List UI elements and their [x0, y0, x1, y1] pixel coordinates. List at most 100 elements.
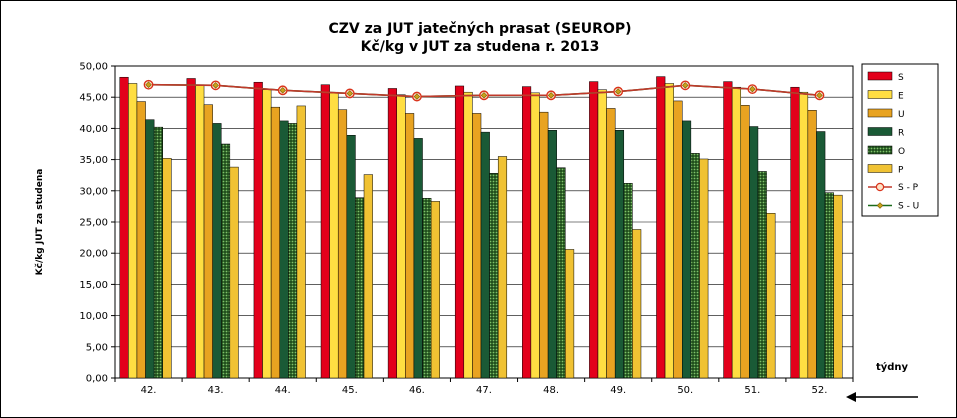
y-tick-label: 10,00	[79, 311, 108, 322]
x-tick-label: 46.	[409, 385, 425, 396]
legend-marker-circle	[875, 182, 885, 192]
bar-e	[329, 91, 339, 379]
legend-label: S - P	[898, 183, 919, 193]
bar-r	[212, 123, 222, 379]
legend-label: S - U	[898, 202, 919, 212]
bar-e	[530, 92, 540, 379]
bar-p	[833, 194, 843, 379]
legend-swatch-p	[867, 164, 893, 173]
bar-e	[195, 84, 205, 379]
bar-r	[682, 120, 692, 379]
bar-u	[136, 101, 146, 379]
bar-p	[699, 158, 709, 379]
bar-r	[816, 131, 826, 379]
y-tick-label: 0,00	[86, 374, 108, 385]
legend-swatch-s	[867, 71, 893, 81]
bar-s	[387, 88, 397, 379]
x-tick-label: 42.	[141, 385, 157, 396]
legend-label: S	[898, 73, 904, 83]
bar-e	[731, 86, 742, 379]
point-s-u	[547, 92, 555, 99]
bar-o	[824, 192, 834, 379]
bar-r	[279, 120, 289, 379]
legend-swatch-r	[867, 127, 893, 136]
y-tick-label: 20,00	[79, 249, 108, 260]
legend-label: P	[898, 166, 904, 176]
y-tick-label: 35,00	[79, 155, 108, 166]
chart-title: CZV za JUT jatečných prasat (SEUROP)	[328, 21, 631, 37]
point-s-u	[346, 90, 354, 97]
bar-u	[539, 111, 549, 379]
bar-u	[740, 105, 750, 379]
bar-p	[296, 105, 306, 379]
bar-s	[790, 86, 800, 379]
bar-p	[565, 249, 575, 379]
y-tick-label: 45,00	[79, 93, 108, 104]
bar-o	[288, 123, 298, 379]
bar-e	[799, 91, 809, 379]
x-tick-label: 47.	[476, 385, 492, 396]
bar-e	[463, 91, 473, 379]
point-s-u	[749, 85, 756, 93]
y-tick-label: 15,00	[79, 280, 108, 291]
x-tick-label: 52.	[812, 385, 828, 396]
bar-p	[363, 174, 373, 379]
bar-u	[807, 110, 817, 379]
legend-swatch-u	[867, 108, 893, 118]
x-tick-label: 45.	[342, 385, 358, 396]
bar-r	[614, 130, 625, 379]
point-s-u	[212, 82, 219, 89]
bar-s	[723, 81, 733, 379]
x-tick-label: 49.	[610, 385, 626, 396]
bar-o	[757, 171, 767, 379]
legend	[861, 63, 939, 217]
bar-s	[186, 78, 196, 379]
bar-u	[673, 100, 683, 379]
point-s-u	[279, 87, 286, 94]
x-tick-label: 48.	[543, 385, 559, 396]
legend-swatch-e	[867, 90, 893, 99]
bar-r	[413, 138, 423, 379]
bar-e	[128, 83, 138, 379]
bar-p	[497, 156, 508, 379]
bar-p	[162, 158, 172, 379]
bar-o	[220, 143, 231, 379]
bar-s	[119, 76, 129, 379]
bar-p	[229, 166, 239, 379]
bar-o	[153, 126, 163, 379]
legend-label: U	[898, 110, 905, 120]
bar-s	[656, 76, 666, 379]
point-s-u	[480, 92, 488, 99]
bar-o	[489, 173, 499, 379]
bar-o	[355, 197, 365, 379]
chart-subtitle: Kč/kg v JUT za studena r. 2013	[361, 39, 600, 55]
x-tick-label: 50.	[677, 385, 693, 396]
bar-p	[430, 201, 440, 379]
bar-s	[253, 81, 263, 379]
bar-e	[396, 94, 406, 379]
point-s-u	[682, 82, 689, 89]
bar-u	[405, 113, 415, 379]
legend-swatch-o	[867, 145, 893, 155]
legend-marker-diamond	[876, 202, 884, 209]
y-tick-label: 25,00	[79, 218, 108, 229]
bar-u	[203, 104, 213, 379]
point-s-u	[145, 81, 152, 88]
bar-o	[623, 183, 633, 379]
bar-e	[262, 89, 272, 379]
legend-label: R	[898, 129, 904, 139]
point-s-u	[614, 88, 622, 95]
x-tick-label: 44.	[275, 385, 291, 396]
bar-u	[270, 106, 280, 379]
bar-s	[320, 84, 330, 379]
y-axis-label: Kč/kg JUT za studena	[34, 169, 45, 276]
y-tick-label: 30,00	[79, 186, 108, 197]
bar-o	[556, 167, 566, 379]
bar-o	[690, 153, 700, 379]
y-tick-label: 40,00	[79, 124, 108, 135]
point-s-u	[816, 92, 823, 99]
bar-p	[766, 213, 776, 379]
bar-u	[472, 113, 482, 379]
bar-r	[480, 131, 490, 379]
